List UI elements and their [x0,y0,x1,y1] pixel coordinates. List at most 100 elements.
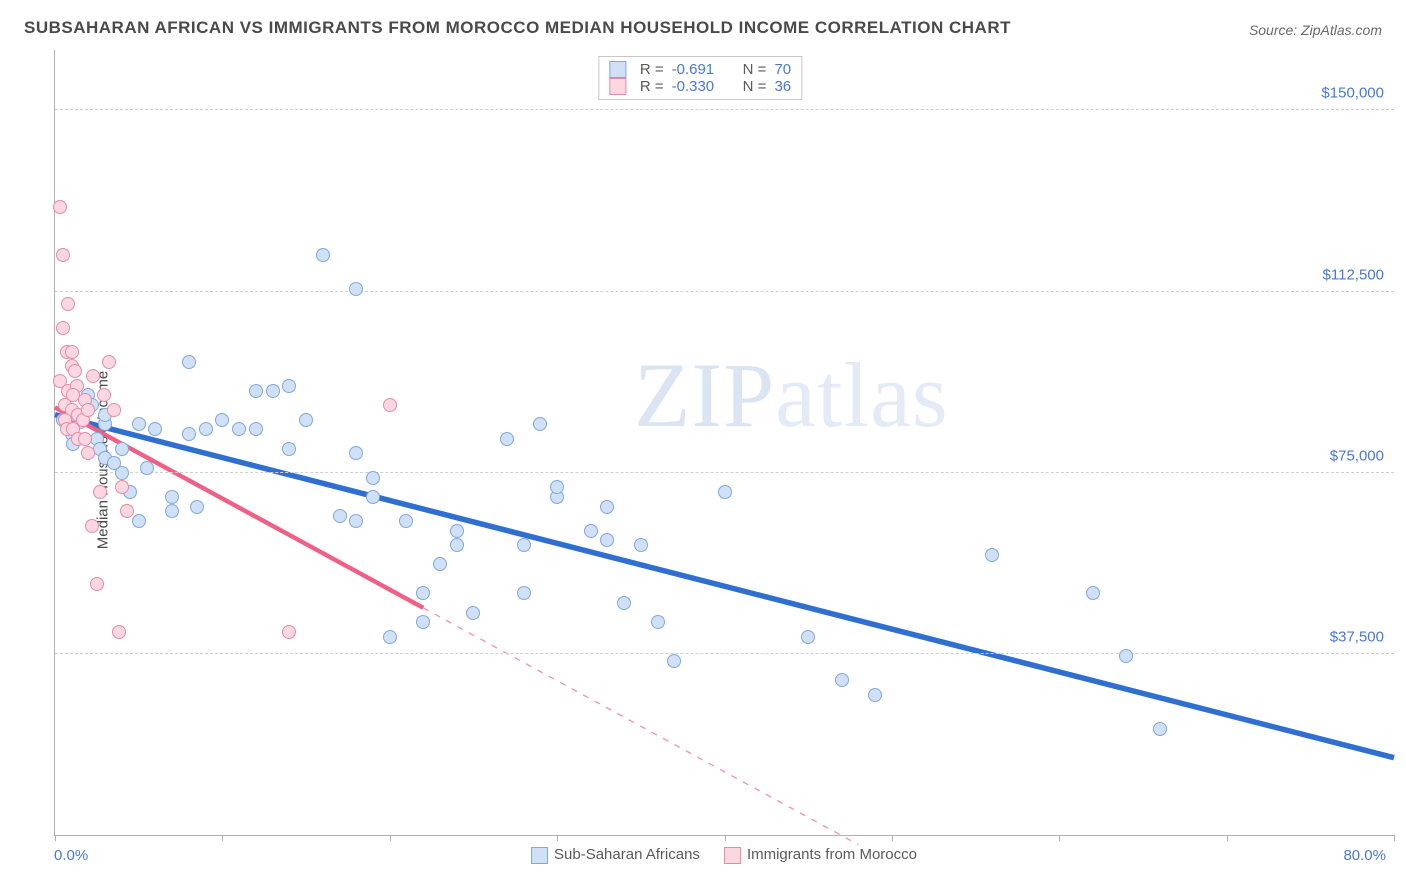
legend-item: Immigrants from Morocco [724,846,917,864]
plot-region: ZIPatlas R = -0.691 N = 70R = -0.330 N =… [54,50,1394,836]
data-point [282,442,296,456]
gridline [55,653,1394,654]
legend-swatch [609,78,626,95]
data-point [102,355,116,369]
data-point [383,630,397,644]
chart-area: Median Household Income ZIPatlas R = -0.… [24,50,1394,870]
data-point [81,446,95,460]
legend-label: Immigrants from Morocco [747,846,917,863]
watermark-pre: ZIP [634,344,775,446]
gridline [55,291,1394,292]
chart-source: Source: ZipAtlas.com [1249,22,1382,38]
legend-swatch [724,847,741,864]
data-point [533,417,547,431]
data-point [53,200,67,214]
x-axis-max-label: 80.0% [1343,847,1386,864]
data-point [667,654,681,668]
stat-value-n: 36 [774,78,791,95]
data-point [651,615,665,629]
data-point [366,490,380,504]
data-point [182,427,196,441]
data-point [115,466,129,480]
data-point [416,615,430,629]
data-point [985,548,999,562]
stats-row: R = -0.330 N = 36 [609,78,791,95]
x-axis-min-label: 0.0% [54,847,88,864]
data-point [333,509,347,523]
y-tick-label: $37,500 [1330,628,1384,645]
data-point [433,557,447,571]
data-point [550,480,564,494]
gridline [55,109,1394,110]
data-point [349,282,363,296]
stat-label-r: R = [640,78,664,95]
data-point [93,485,107,499]
data-point [85,519,99,533]
data-point [600,533,614,547]
data-point [249,422,263,436]
data-point [115,480,129,494]
stat-label-n: N = [743,61,767,78]
data-point [1153,722,1167,736]
legend-label: Sub-Saharan Africans [554,846,700,863]
data-point [65,345,79,359]
data-point [190,500,204,514]
y-tick-label: $150,000 [1321,85,1384,102]
y-tick-label: $112,500 [1323,266,1384,283]
gridline [55,472,1394,473]
data-point [115,442,129,456]
data-point [215,413,229,427]
data-point [299,413,313,427]
data-point [399,514,413,528]
legend-swatch [609,61,626,78]
chart-header: SUBSAHARAN AFRICAN VS IMMIGRANTS FROM MO… [0,0,1406,42]
data-point [801,630,815,644]
data-point [266,384,280,398]
data-point [416,586,430,600]
data-point [600,500,614,514]
data-point [97,388,111,402]
data-point [78,432,92,446]
data-point [56,321,70,335]
correlation-stats-box: R = -0.691 N = 70R = -0.330 N = 36 [598,56,802,100]
legend: Sub-Saharan Africans Immigrants from Moro… [531,846,917,864]
data-point [450,538,464,552]
legend-item: Sub-Saharan Africans [531,846,700,864]
stat-label-r: R = [640,61,664,78]
data-point [132,417,146,431]
data-point [165,504,179,518]
y-tick-label: $75,000 [1330,447,1384,464]
data-point [86,369,100,383]
data-point [835,673,849,687]
data-point [282,379,296,393]
data-point [90,577,104,591]
data-point [107,403,121,417]
stat-value-n: 70 [774,61,791,78]
watermark: ZIPatlas [634,342,949,448]
x-axis-row: 0.0% Sub-Saharan Africans Immigrants from… [54,840,1394,870]
data-point [634,538,648,552]
data-point [199,422,213,436]
data-point [232,422,246,436]
trend-lines [55,50,1394,835]
data-point [120,504,134,518]
data-point [349,446,363,460]
data-point [56,248,70,262]
data-point [132,514,146,528]
data-point [868,688,882,702]
data-point [61,297,75,311]
data-point [383,398,397,412]
data-point [500,432,514,446]
data-point [182,355,196,369]
data-point [517,586,531,600]
data-point [112,625,126,639]
trend-line [55,407,423,607]
data-point [366,471,380,485]
data-point [617,596,631,610]
data-point [1086,586,1100,600]
data-point [1119,649,1133,663]
data-point [450,524,464,538]
trend-line-dashed [423,608,858,845]
data-point [249,384,263,398]
data-point [165,490,179,504]
